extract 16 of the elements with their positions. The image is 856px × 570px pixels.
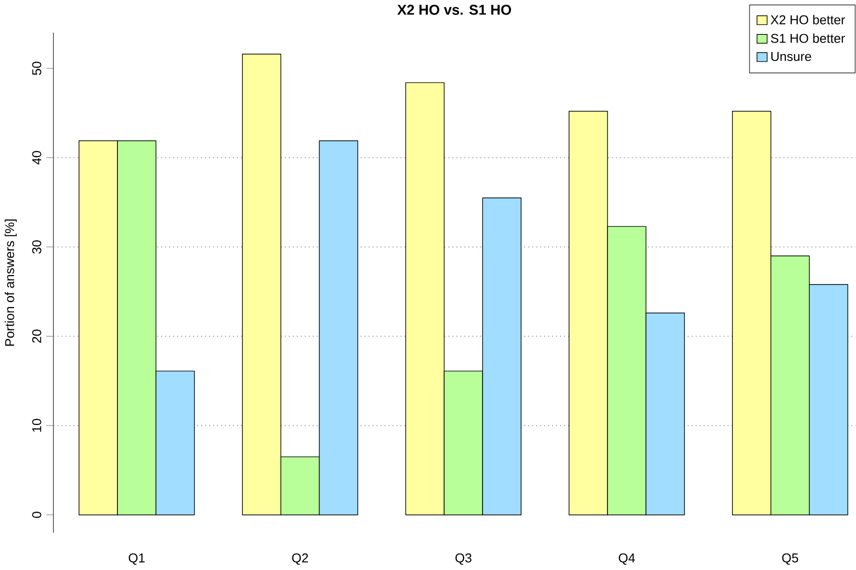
legend-label: Unsure xyxy=(771,52,812,62)
x-tick-label: Q2 xyxy=(292,554,308,565)
y-tick-label: 0 xyxy=(32,512,42,518)
y-tick-label: 20 xyxy=(32,330,42,343)
y-tick-label: 30 xyxy=(32,240,42,254)
legend-label: X2 HO better xyxy=(770,15,845,25)
legend-label: S1 HO better xyxy=(770,34,845,44)
y-tick-label: 40 xyxy=(32,151,42,165)
x-tick-label: Q5 xyxy=(782,554,798,565)
chart-title: X2 HO vs. S1 HO xyxy=(397,4,512,16)
y-axis-title: Portion of answers [%] xyxy=(4,220,17,346)
x-tick-label: Q4 xyxy=(618,554,635,565)
x-tick-label: Q3 xyxy=(455,554,472,565)
x-tick-label: Q1 xyxy=(128,554,145,565)
y-tick-label: 10 xyxy=(32,419,42,432)
y-tick-label: 50 xyxy=(32,62,42,76)
